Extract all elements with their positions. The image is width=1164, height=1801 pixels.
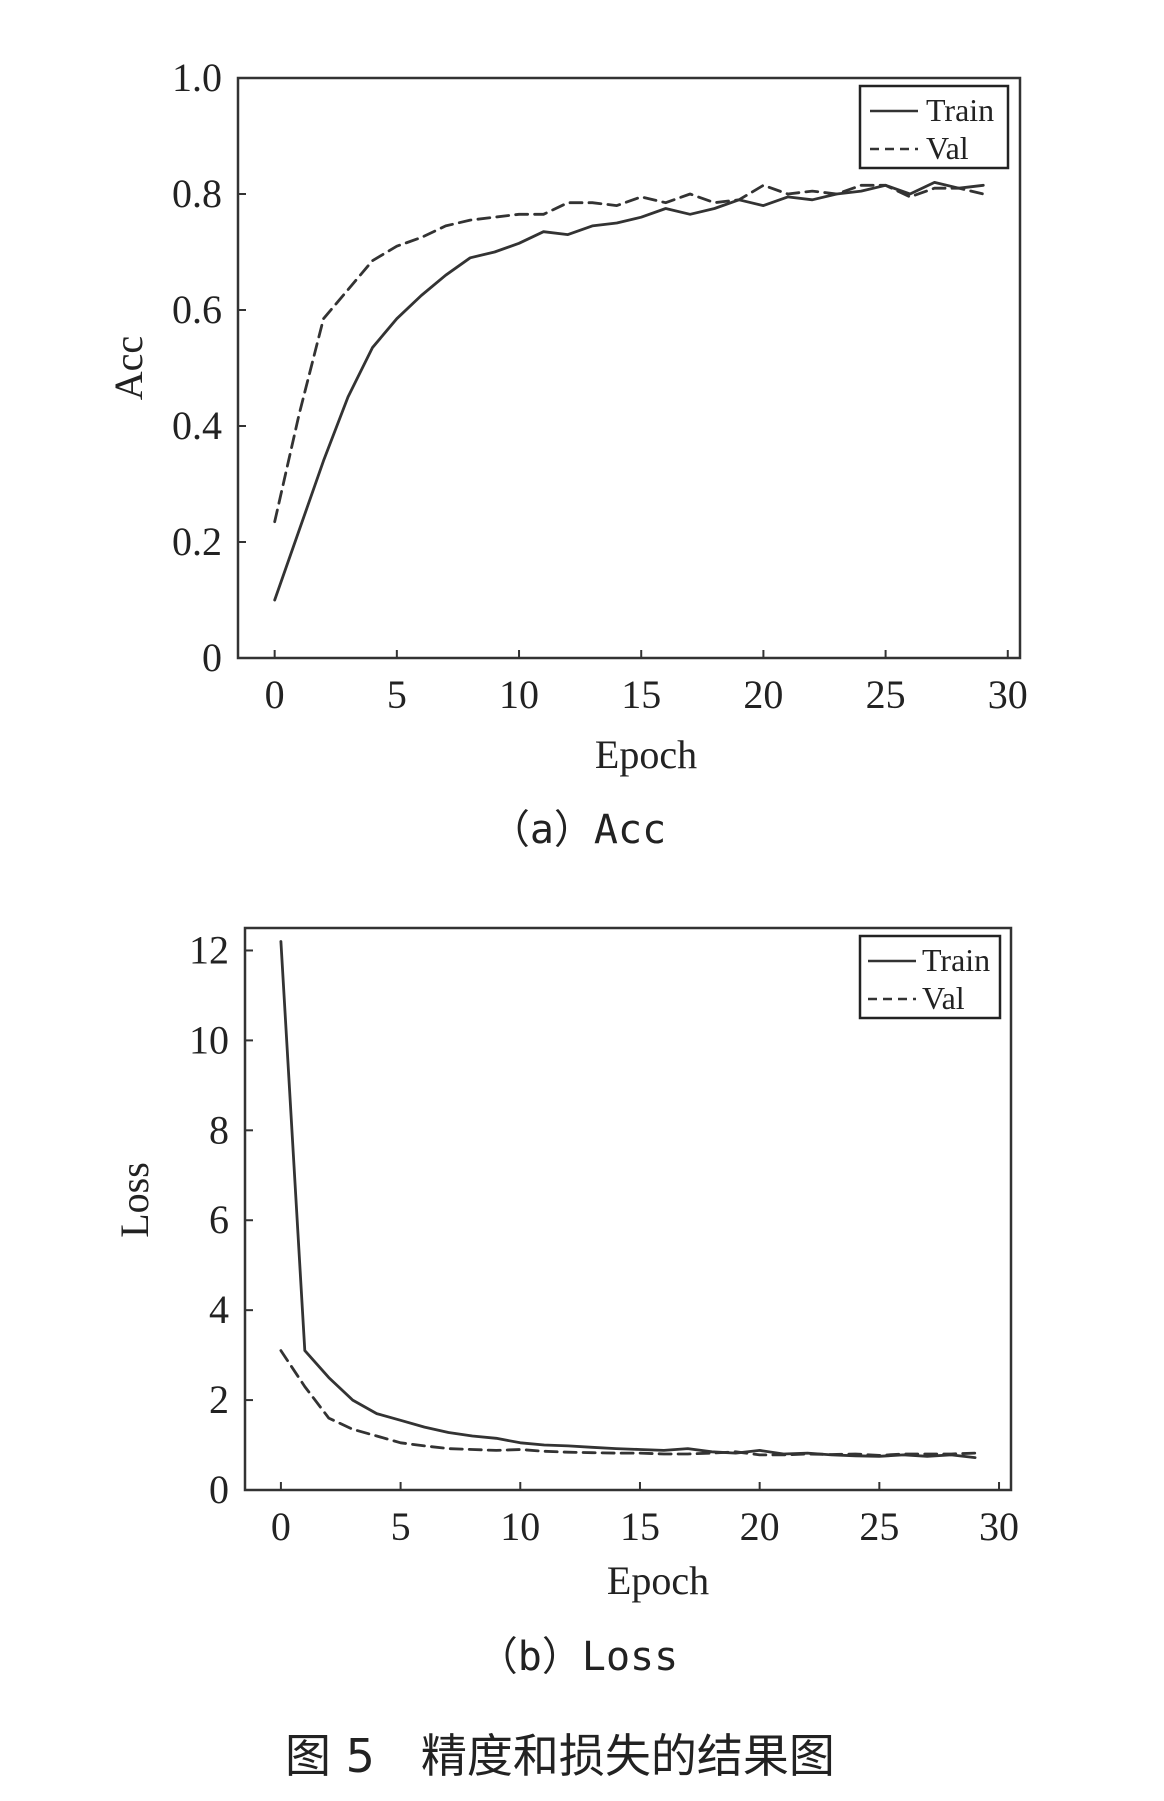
acc-legend-box <box>858 84 1010 170</box>
acc-y-tick-label: 0.8 <box>172 171 222 216</box>
acc-legend: Train Val <box>858 84 1010 170</box>
acc-chart: 0 5 10 15 20 25 30 0 0.2 0.4 0.6 0.8 1.0 Epoch Acc T… <box>106 55 1028 853</box>
acc-legend-val-label: Val <box>926 130 969 166</box>
acc-y-axis-title: Acc <box>106 336 151 400</box>
loss-x-tick-label: 20 <box>740 1504 780 1549</box>
loss-series-train-line <box>279 940 977 1459</box>
acc-x-axis-title: Epoch <box>595 732 697 777</box>
loss-legend: Train Val <box>858 934 1002 1020</box>
loss-y-tick-label: 6 <box>209 1197 229 1242</box>
loss-x-tick-label: 15 <box>620 1504 660 1549</box>
loss-y-axis-title: Loss <box>112 1162 157 1238</box>
loss-x-tick-label: 0 <box>271 1504 291 1549</box>
acc-x-tick-label: 15 <box>621 672 661 717</box>
loss-y-tick-label: 0 <box>209 1467 229 1512</box>
loss-legend-box <box>858 934 1002 1020</box>
acc-y-tick-label: 0.6 <box>172 287 222 332</box>
loss-series-val-line <box>279 1349 977 1457</box>
loss-caption: （b）Loss <box>478 1634 678 1680</box>
loss-y-tick-label: 4 <box>209 1287 229 1332</box>
acc-legend-train-label: Train <box>926 92 994 128</box>
acc-x-tick-label: 5 <box>387 672 407 717</box>
acc-series-train-line <box>273 180 985 602</box>
loss-chart: 0 5 10 15 20 25 30 0 2 4 6 8 10 12 Epoch Loss Train V… <box>112 926 1019 1680</box>
acc-x-tick-label: 25 <box>866 672 906 717</box>
loss-x-tick-label: 30 <box>979 1504 1019 1549</box>
acc-y-tick-label: 1.0 <box>172 55 222 100</box>
loss-plot-frame <box>243 926 1013 1492</box>
acc-y-tick-label: 0.4 <box>172 403 222 448</box>
acc-caption: （a）Acc <box>490 807 666 853</box>
acc-plot-frame <box>236 76 1022 660</box>
loss-y-tick-label: 8 <box>209 1107 229 1152</box>
acc-y-tick-label: 0 <box>202 635 222 680</box>
loss-legend-train-label: Train <box>922 942 990 978</box>
loss-x-tick-label: 25 <box>859 1504 899 1549</box>
loss-x-axis-title: Epoch <box>607 1558 709 1603</box>
acc-x-tick-label: 30 <box>988 672 1028 717</box>
acc-x-tick-label: 10 <box>499 672 539 717</box>
loss-legend-val-label: Val <box>922 980 965 1016</box>
acc-y-tick-label: 0.2 <box>172 519 222 564</box>
figure-caption: 图 5 精度和损失的结果图 <box>285 1729 835 1783</box>
loss-y-tick-label: 10 <box>189 1017 229 1062</box>
acc-x-tick-label: 20 <box>743 672 783 717</box>
loss-x-tick-label: 5 <box>391 1504 411 1549</box>
acc-x-tick-label: 0 <box>265 672 285 717</box>
acc-series-val-line <box>273 183 985 524</box>
loss-y-tick-label: 12 <box>189 927 229 972</box>
loss-y-tick-label: 2 <box>209 1377 229 1422</box>
loss-x-tick-label: 10 <box>500 1504 540 1549</box>
